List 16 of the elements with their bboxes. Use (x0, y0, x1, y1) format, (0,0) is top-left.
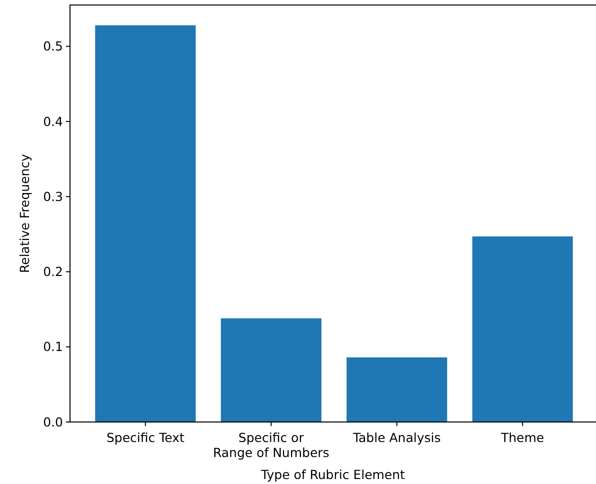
x-tick-label: Table Analysis (352, 430, 441, 445)
x-axis-title: Type of Rubric Element (260, 467, 406, 482)
bar (472, 236, 573, 422)
x-tick-label: Specific or Range of Numbers (212, 430, 330, 460)
y-tick-label: 0.1 (43, 339, 63, 354)
y-tick-label: 0.2 (43, 264, 63, 280)
y-tick-label: 0.0 (43, 414, 64, 430)
y-axis-title: Relative Frequency (17, 153, 32, 273)
bar (220, 318, 322, 422)
y-tick-label: 0.4 (43, 114, 64, 129)
y-tick-label: 0.5 (43, 38, 63, 54)
bar (346, 357, 448, 422)
x-tick-label: Theme (500, 430, 544, 445)
y-tick-label: 0.3 (43, 188, 63, 204)
bar (95, 25, 196, 422)
x-tick-label: Specific Text (106, 430, 184, 445)
